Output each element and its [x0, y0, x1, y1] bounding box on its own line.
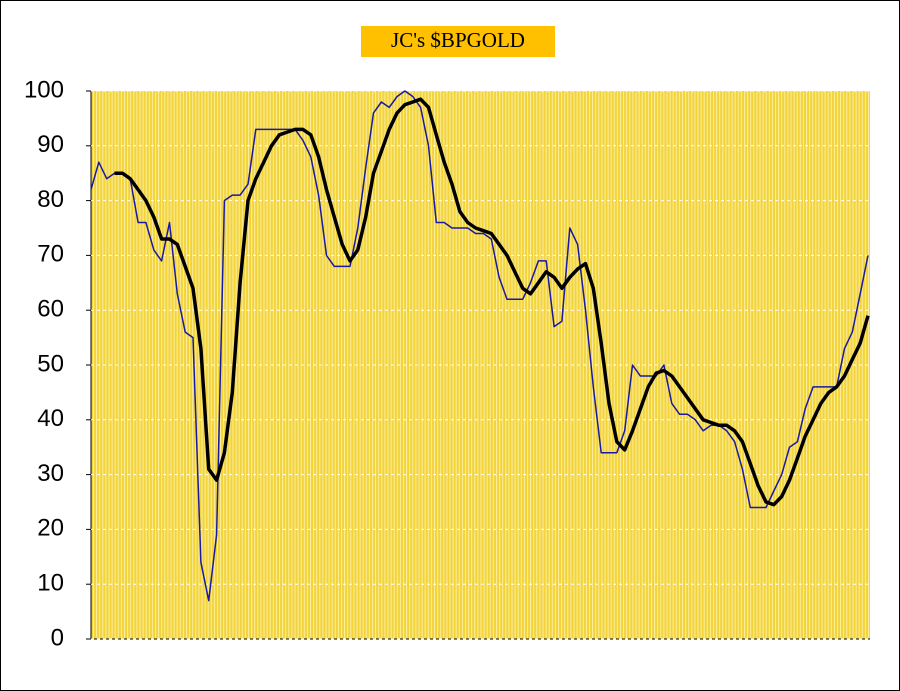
series-line — [90, 90, 869, 602]
y-tick-label: 10 — [37, 570, 64, 597]
title-box — [361, 26, 555, 57]
y-tick-label: 30 — [37, 460, 64, 487]
y-tick-label: 50 — [37, 350, 64, 377]
y-tick-label: 90 — [37, 131, 64, 158]
y-tick-label: 20 — [37, 515, 64, 542]
y-tick-label: 80 — [37, 186, 64, 213]
y-tick-label: 40 — [37, 405, 64, 432]
y-tick-label: 0 — [51, 624, 64, 651]
y-tick-label: 100 — [24, 76, 64, 103]
chart-title: JC's $BPGOLD — [391, 28, 525, 52]
y-tick-label: 60 — [37, 296, 64, 323]
y-tick-label: 70 — [37, 241, 64, 268]
series-line — [114, 97, 870, 507]
